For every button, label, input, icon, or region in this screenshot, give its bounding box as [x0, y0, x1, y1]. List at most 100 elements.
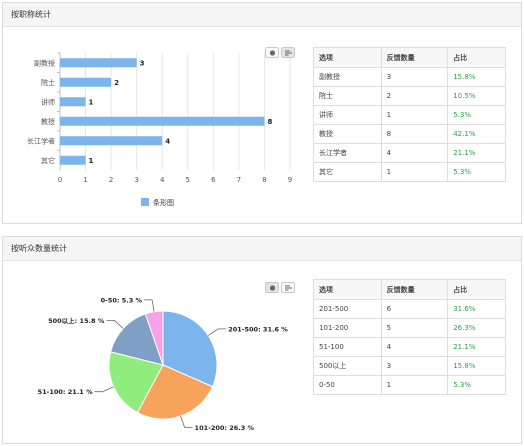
audience-stats-panel: 按听众数量统计 201-500: 31.6 % 101-200: 26.3 % 51… [2, 236, 522, 444]
cell-option: 长江学者 [313, 143, 382, 163]
header-ratio: 占比 [447, 279, 506, 300]
x-tick-label: 0 [58, 176, 62, 184]
slice-label: 500以上: 15.8 % [48, 316, 105, 325]
cell-count: 1 [380, 105, 449, 125]
slice-connector [94, 386, 114, 393]
x-tick-label: 9 [288, 176, 292, 184]
pie-slice [162, 310, 218, 388]
header-option: 选项 [313, 47, 382, 68]
bar-chart-icon [285, 285, 292, 291]
table-row: 其它 1 5.3% [313, 162, 506, 182]
data-label: 3 [140, 59, 145, 67]
cell-ratio: 31.6% [447, 299, 506, 319]
panel-title: 按职称统计 [3, 3, 521, 27]
bar-view-button[interactable] [281, 282, 295, 293]
category-label: 副教授 [34, 58, 55, 67]
slice-connector [207, 328, 227, 336]
cell-option: 教授 [313, 124, 382, 144]
cell-ratio: 15.8% [447, 356, 506, 376]
bar [60, 116, 265, 126]
cell-option: 讲师 [313, 105, 382, 125]
pie-view-button[interactable] [265, 282, 279, 293]
slice-connector [144, 299, 155, 312]
category-label: 院士 [41, 78, 55, 87]
cell-ratio: 5.3% [447, 375, 506, 395]
pie-view-button[interactable] [265, 47, 279, 58]
data-label: 2 [114, 79, 119, 87]
bar [60, 155, 86, 165]
cell-count: 1 [380, 162, 449, 182]
cell-count: 4 [380, 143, 449, 163]
header-count: 反馈数量 [380, 47, 449, 68]
slice-label: 0-50: 5.3 % [101, 296, 143, 304]
x-tick-label: 8 [262, 176, 266, 184]
bar [60, 136, 163, 146]
data-label: 8 [267, 118, 272, 126]
cell-count: 4 [380, 337, 449, 357]
table-row: 讲师 1 5.3% [313, 105, 506, 125]
cell-count: 8 [380, 124, 449, 144]
bar-chart-icon [285, 50, 292, 56]
table-row: 院士 2 10.5% [313, 86, 506, 106]
cell-ratio: 15.8% [447, 67, 506, 87]
data-label: 1 [89, 157, 94, 165]
pie-chart: 201-500: 31.6 % 101-200: 26.3 % 51-100: 21… [38, 296, 289, 432]
slice-connector [106, 320, 124, 329]
cell-count: 3 [380, 67, 449, 87]
x-tick-label: 5 [186, 176, 190, 184]
legend-swatch [141, 198, 149, 206]
table-row: 0-50 1 5.3% [313, 375, 506, 395]
bar [60, 97, 86, 107]
data-label: 4 [165, 137, 170, 145]
table-row: 500以上 3 15.8% [313, 356, 506, 376]
table-header-row: 选项 反馈数量 占比 [313, 47, 506, 68]
pie-slice [110, 313, 164, 366]
category-label: 讲师 [41, 97, 55, 106]
cell-option: 院士 [313, 86, 382, 106]
category-label: 教授 [41, 117, 55, 126]
slice-connector [180, 415, 193, 428]
cell-option: 51-100 [313, 337, 382, 357]
audience-stats-table: 选项 反馈数量 占比 201-500 6 31.6% 101-200 5 26.3% 5… [313, 279, 506, 395]
x-tick-label: 2 [109, 176, 113, 184]
x-tick-label: 1 [83, 176, 87, 184]
table-header-row: 选项 反馈数量 占比 [313, 279, 506, 300]
legend-label: 条形图 [153, 198, 174, 207]
category-label: 其它 [41, 156, 55, 165]
x-tick-label: 7 [237, 176, 241, 184]
x-tick-label: 4 [160, 176, 165, 184]
cell-count: 2 [380, 86, 449, 106]
pie-icon [269, 285, 276, 291]
table-row: 51-100 4 21.1% [313, 337, 506, 357]
slice-label: 101-200: 26.3 % [195, 424, 255, 432]
slice-label: 51-100: 21.1 % [38, 388, 93, 396]
cell-option: 101-200 [313, 318, 382, 338]
bar-chart: 0 1 2 3 4 5 6 7 8 9 副教授 3 院士 2 讲师 1 教授 8 长江学者 4 其它 1 条形图 [27, 52, 292, 207]
cell-ratio: 42.1% [447, 124, 506, 144]
title-stats-panel: 按职称统计 0 1 2 3 4 5 6 7 8 9 副教授 3 院士 2 讲师 1 教授 8 长江学者 4 其它 1 条形图… [2, 2, 522, 224]
cell-count: 6 [380, 299, 449, 319]
cell-option: 0-50 [313, 375, 382, 395]
table-row: 201-500 6 31.6% [313, 299, 506, 319]
pie-icon [269, 50, 276, 56]
panel-title: 按听众数量统计 [3, 237, 521, 261]
table-row: 长江学者 4 21.1% [313, 143, 506, 163]
data-label: 1 [89, 98, 94, 106]
x-tick-label: 6 [211, 176, 216, 184]
cell-ratio: 21.1% [447, 337, 506, 357]
cell-option: 201-500 [313, 299, 382, 319]
cell-count: 1 [380, 375, 449, 395]
category-label: 长江学者 [27, 136, 55, 145]
table-row: 101-200 5 26.3% [313, 318, 506, 338]
header-count: 反馈数量 [380, 279, 449, 300]
cell-option: 副教授 [313, 67, 382, 87]
cell-count: 5 [380, 318, 449, 338]
cell-option: 其它 [313, 162, 382, 182]
title-stats-table: 选项 反馈数量 占比 副教授 3 15.8% 院士 2 10.5% 讲师 1 5.3% 教授… [313, 47, 506, 182]
bar-view-button[interactable] [281, 47, 295, 58]
cell-option: 500以上 [313, 356, 382, 376]
cell-count: 3 [380, 356, 449, 376]
cell-ratio: 5.3% [447, 105, 506, 125]
slice-label: 201-500: 31.6 % [228, 325, 288, 333]
table-row: 教授 8 42.1% [313, 124, 506, 144]
